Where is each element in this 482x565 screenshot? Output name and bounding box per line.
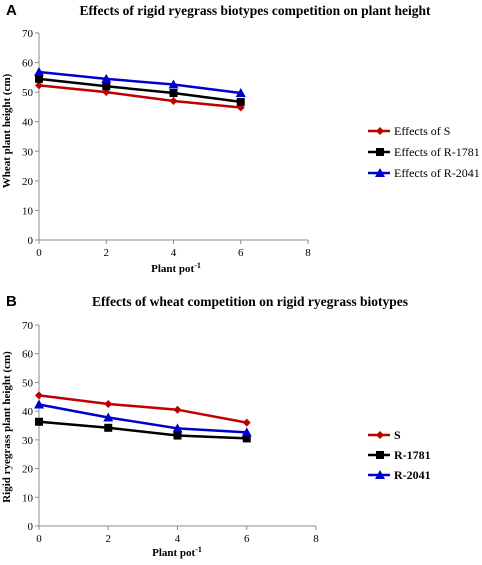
panel-a-y-axis-title: Wheat plant height (cm) (1, 73, 13, 188)
panel-a-series-r2041-point (235, 88, 246, 98)
panel-b-legend-s-label: S (394, 428, 401, 442)
panel-b-y-axis-title: Rigid ryegrass plant height (cm) (1, 351, 13, 503)
panel-b-series-s-line (38, 394, 247, 424)
panel-b-y-tick-label: 60 (22, 349, 34, 361)
panel-b-series (34, 391, 252, 443)
panel-a-letter: A (6, 2, 17, 19)
panel-a-x-ticks: 0 2 4 6 8 (36, 240, 311, 259)
panel-b-letter: B (6, 293, 17, 310)
panel-b-series-s-point (35, 391, 43, 400)
panel-b-series-r2041-point (172, 423, 183, 433)
panel-b-series-s-point (242, 418, 251, 427)
panel-a-y-tick-label: 30 (22, 146, 34, 158)
panel-a-series-r1781-line (38, 77, 241, 104)
panel-a-legend-r2041-label: Effects of R-2041 (394, 166, 480, 180)
panel-b: B Effects of wheat competition on rigid … (1, 293, 431, 559)
panel-a-legend-r1781-label: Effects of R-1781 (394, 145, 480, 159)
panel-a-legend-s-label: Effects of S (394, 124, 450, 138)
panel-b-x-axis-title: Plant pot-1 (152, 545, 202, 559)
panel-a: A Effects of rigid ryegrass biotypes com… (1, 2, 480, 275)
panel-a-x-tick-label: 0 (36, 247, 42, 259)
panel-b-x-tick-label: 8 (313, 533, 319, 545)
panel-b-x-tick-label: 2 (106, 533, 112, 545)
panel-a-series-r2041-line (38, 70, 241, 95)
panel-a-series-r2041-point (101, 73, 112, 83)
panel-a-y-tick-label: 70 (22, 28, 34, 40)
panel-b-x-tick-label: 6 (244, 533, 250, 545)
panel-b-title: Effects of wheat competition on rigid ry… (92, 294, 408, 309)
panel-b-x-tick-label: 4 (175, 533, 181, 545)
panel-a-series-r2041-point (168, 79, 179, 89)
panel-a-x-tick-label: 2 (104, 247, 110, 259)
panel-a-series-r2041-point (34, 67, 44, 77)
panel-b-series-r1781-point (242, 434, 251, 443)
panel-b-series-r1781-line (38, 420, 247, 440)
panel-a-series-s-line (38, 84, 241, 109)
panel-a-series (34, 67, 246, 112)
panel-a-x-tick-label: 4 (171, 247, 177, 259)
panel-b-y-tick-label: 0 (28, 521, 34, 533)
panel-b-legend-r2041-label: R-2041 (394, 468, 431, 482)
panel-a-series-r1781-point (169, 89, 178, 98)
panel-b-y-tick-label: 30 (22, 435, 34, 447)
panel-a-series-s-point (169, 97, 178, 106)
panel-b-legend-r2041-marker (375, 470, 385, 479)
panel-a-y-tick-label: 40 (22, 117, 34, 129)
panel-b-legend-r1781-label: R-1781 (394, 448, 431, 462)
panel-b-series-r1781-point (35, 417, 43, 426)
panel-a-y-ticks: 0 10 20 30 40 50 60 70 (22, 28, 39, 247)
panel-a-y-tick-label: 50 (22, 87, 34, 99)
panel-b-y-tick-label: 50 (22, 377, 34, 389)
panel-a-legend-r1781-marker (376, 148, 384, 156)
panel-b-series-r2041-point (103, 412, 114, 422)
panel-a-x-tick-label: 8 (305, 247, 311, 259)
panel-b-y-tick-label: 20 (22, 464, 34, 476)
panel-b-y-tick-label: 70 (22, 320, 34, 332)
panel-b-legend-r1781-marker (376, 451, 384, 459)
panel-b-series-r2041-point (241, 427, 252, 437)
panel-b-legend: S R-1781 R-2041 (368, 428, 431, 482)
panel-b-y-tick-label: 10 (22, 492, 34, 504)
panel-b-series-r2041-line (38, 403, 247, 434)
panel-a-x-tick-label: 6 (238, 247, 244, 259)
panel-a-series-r1781-point (102, 82, 111, 91)
panel-b-series-s-point (104, 399, 113, 408)
panel-a-legend-r2041-marker (375, 168, 385, 177)
panel-a-y-tick-label: 20 (22, 176, 34, 188)
panel-b-y-tick-label: 40 (22, 406, 34, 418)
panel-a-y-tick-label: 0 (28, 235, 34, 247)
panel-b-series-r2041-point (34, 399, 44, 409)
panel-b-x-ticks: 0 2 4 6 8 (36, 526, 319, 545)
panel-b-series-s-point (173, 405, 182, 414)
panel-a-title: Effects of rigid ryegrass biotypes compe… (80, 3, 431, 18)
panel-b-series-r1781-point (173, 431, 182, 440)
panel-a-x-axis-title: Plant pot-1 (151, 261, 201, 275)
panel-b-y-ticks: 0 10 20 30 40 50 60 70 (22, 320, 39, 533)
panel-a-series-s-point (35, 81, 43, 90)
panel-b-x-tick-label: 0 (36, 533, 42, 545)
panel-a-legend: Effects of S Effects of R-1781 Effects of … (368, 124, 480, 180)
panel-a-series-r1781-point (236, 97, 245, 106)
panel-a-y-tick-label: 10 (22, 205, 34, 217)
panel-b-series-r1781-point (104, 423, 113, 432)
panel-a-legend-s-marker (376, 127, 384, 135)
panel-a-series-r1781-point (35, 74, 43, 83)
panel-a-y-tick-label: 60 (22, 58, 34, 70)
panel-b-legend-s-marker (376, 431, 384, 439)
